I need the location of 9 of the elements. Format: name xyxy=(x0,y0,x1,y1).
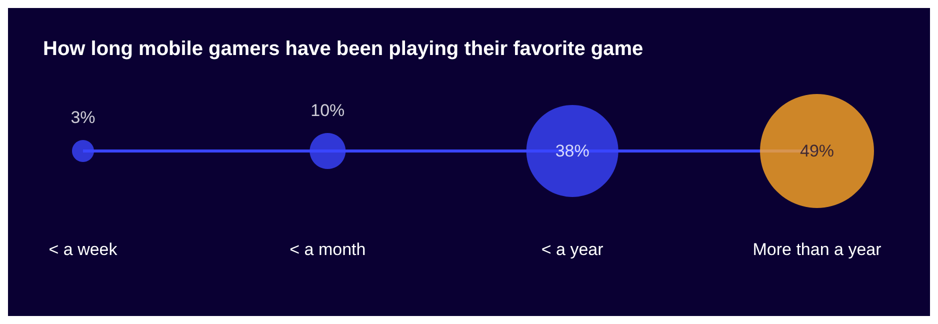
data-label: 49% xyxy=(800,142,834,160)
category-label: More than a year xyxy=(752,240,882,259)
data-label: 10% xyxy=(310,101,345,120)
category-label: < a year xyxy=(541,240,604,259)
category-label: < a month xyxy=(290,240,366,259)
data-label: 38% xyxy=(555,142,590,160)
data-label: 3% xyxy=(70,108,96,127)
text: How long mobile gamers have been playing their favorite game xyxy=(43,38,644,60)
category-label: < a week xyxy=(48,240,118,259)
